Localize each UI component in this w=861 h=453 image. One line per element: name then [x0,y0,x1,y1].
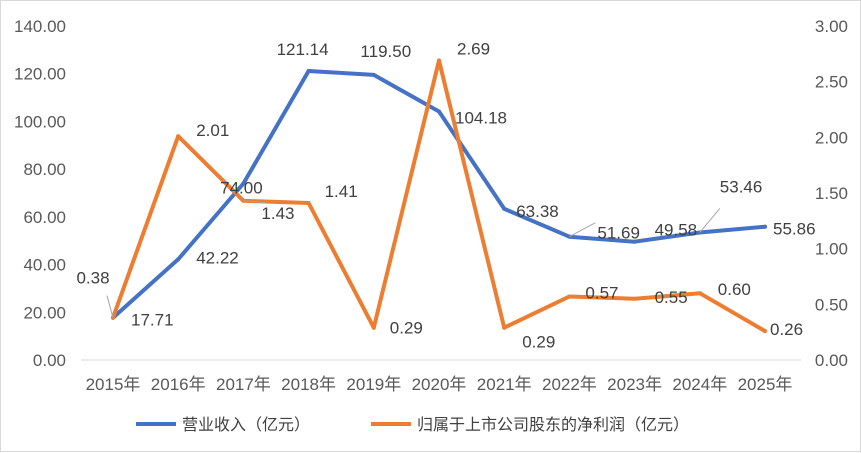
net-profit-data-point [176,134,181,139]
left-tick-label: 20.00 [23,303,66,322]
revenue-data-label: 42.22 [196,248,239,267]
net-profit-data-label: 0.29 [522,333,555,352]
net-profit-data-point [763,329,767,334]
net-profit-data-point [437,58,441,63]
leader-lines [106,200,721,318]
x-tick-label: 2024年 [672,375,727,394]
x-tick-label: 2020年 [412,375,467,394]
label-leader-line [699,208,721,233]
right-tick-label: 0.00 [815,351,848,370]
net-profit-data-label: 0.38 [76,269,109,288]
net-profit-data-point [371,325,376,330]
revenue-data-label: 121.14 [277,40,329,59]
revenue-data-label: 104.18 [455,108,507,127]
right-tick-label: 2.50 [815,73,848,92]
series-layer [111,58,767,334]
label-leader-line [106,295,114,318]
legend-label-net-profit: 归属于上市公司股东的净利润（亿元） [417,415,689,434]
right-tick-label: 2.00 [815,128,848,147]
net-profit-data-label: 0.29 [390,319,423,338]
net-profit-data-point [306,201,311,206]
revenue-data-point [241,181,246,186]
right-tick-label: 3.00 [815,17,848,36]
x-tick-label: 2019年 [346,375,401,394]
net-profit-data-point [567,294,572,299]
net-profit-data-label: 0.60 [718,280,751,299]
legend: 营业收入（亿元） 归属于上市公司股东的净利润（亿元） [136,415,689,434]
net-profit-data-label: 1.43 [261,204,294,223]
left-tick-label: 60.00 [23,208,66,227]
revenue-data-label: 53.46 [720,177,763,196]
revenue-data-label: 63.38 [516,202,559,221]
left-tick-label: 80.00 [23,160,66,179]
net-profit-data-label: 0.55 [655,288,688,307]
revenue-data-point [502,206,507,211]
net-profit-data-label: 0.26 [770,320,803,339]
net-profit-data-label: 2.69 [457,40,490,59]
revenue-data-point [763,224,767,229]
left-tick-label: 140.00 [14,17,66,36]
label-leader-line [569,222,596,238]
x-tick-label: 2016年 [151,375,206,394]
revenue-data-label: 49.58 [655,221,698,240]
revenue-data-label: 74.00 [220,178,263,197]
revenue-data-point [437,109,441,114]
revenue-data-point [306,68,311,73]
net-profit-data-label: 2.01 [196,121,229,140]
right-tick-label: 1.00 [815,240,848,259]
data-labels: 17.71 42.22 74.00 121.14 119.50 104.18 63.38 51… [76,40,815,352]
x-tick-label: 2017年 [216,375,271,394]
right-axis: 0.00 0.50 1.00 1.50 2.00 2.50 3.00 [815,17,848,370]
revenue-data-label: 119.50 [360,42,411,61]
x-tick-label: 2015年 [86,375,141,394]
net-profit-data-label: 1.41 [325,182,358,201]
label-leader-line [243,200,266,204]
revenue-data-point [371,72,376,77]
net-profit-data-label: 0.57 [585,284,618,303]
left-tick-label: 120.00 [14,65,66,84]
x-tick-label: 2018年 [281,375,336,394]
revenue-data-label: 55.86 [773,220,816,239]
x-tick-label: 2023年 [607,375,662,394]
net-profit-data-point [632,296,637,301]
right-tick-label: 1.50 [815,184,848,203]
x-tick-label: 2025年 [738,375,793,394]
revenue-data-label: 51.69 [597,224,640,243]
revenue-data-point [176,257,181,262]
left-tick-label: 40.00 [23,256,66,275]
net-profit-data-point [502,325,507,330]
left-axis: 0.00 20.00 40.00 60.00 80.00 100.00 120.00 140.… [14,17,66,370]
net-profit-data-point [697,291,702,296]
left-tick-label: 100.00 [14,112,66,131]
x-tick-label: 2021年 [477,375,532,394]
legend-label-revenue: 营业收入（亿元） [182,415,310,434]
revenue-data-label: 17.71 [131,311,174,330]
left-tick-label: 0.00 [33,351,66,370]
x-tick-label: 2022年 [542,375,597,394]
x-axis: 2015年 2016年 2017年 2018年 2019年 2020年 2021年 2022年… [86,375,793,394]
revenue-series-line [111,69,767,320]
right-tick-label: 0.50 [815,295,848,314]
revenue-data-point [632,239,637,244]
